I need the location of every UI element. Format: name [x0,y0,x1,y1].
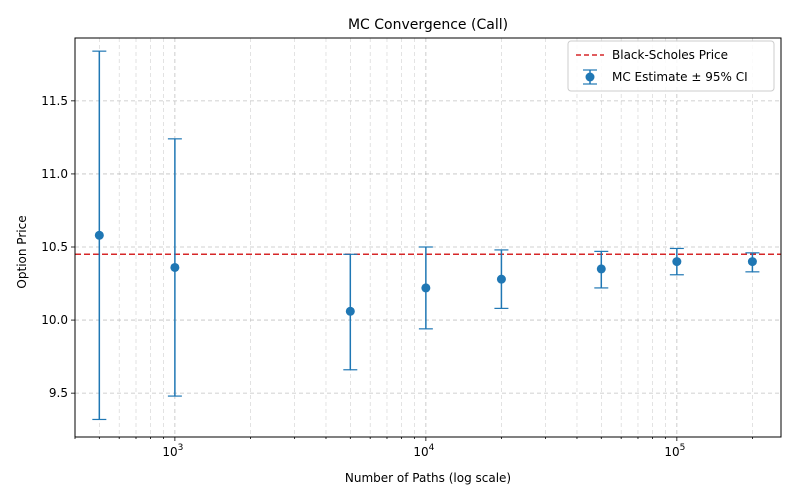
chart-title: MC Convergence (Call) [348,17,508,33]
y-tick-label: 10.5 [41,240,68,254]
y-tick-label: 11.0 [41,167,68,181]
x-tick-label: 104 [413,443,434,459]
legend-marker-swatch [585,72,595,82]
plot-frame [74,37,782,438]
data-point [421,283,431,293]
legend-box [567,40,775,92]
y-tick-label: 11.5 [41,94,68,108]
data-point [170,262,180,272]
x-tick-label: 105 [664,443,685,459]
data-point [496,274,506,284]
y-axis-label: Option Price [15,215,29,288]
data-point [94,230,104,240]
data-marks [92,50,760,421]
legend-series-label: MC Estimate ± 95% CI [612,70,748,84]
legend-reference-label: Black-Scholes Price [612,48,728,62]
x-axis-ticks: 103 104 105 [74,437,753,459]
x-tick-label: 103 [162,443,183,459]
y-tick-label: 10.0 [41,313,68,327]
grid [74,38,781,437]
data-point [596,264,606,274]
x-axis-label: Number of Paths (log scale) [345,471,511,485]
data-point [672,257,682,267]
data-point [345,306,355,316]
data-point [747,257,757,267]
y-axis-ticks: 9.5 10.0 10.5 11.0 11.5 [41,94,75,400]
legend-series-swatch [583,69,597,85]
y-tick-label: 9.5 [49,386,68,400]
legend: Black-Scholes Price MC Estimate ± 95% CI [567,40,775,92]
